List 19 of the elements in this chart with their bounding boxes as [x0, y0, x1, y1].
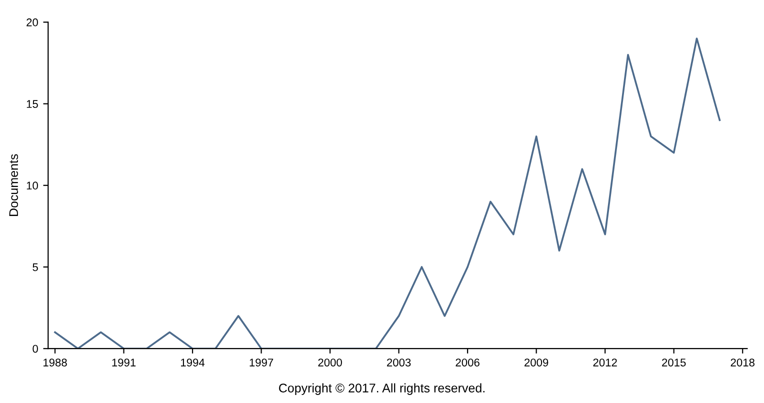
x-tick-label: 2000: [318, 358, 342, 366]
y-tick-label: 20: [26, 18, 38, 26]
y-tick-label: 15: [26, 100, 38, 108]
text: Copyright © 2017. All rights reserved.: [279, 383, 484, 395]
y-axis-title: Documents: [9, 154, 18, 216]
x-tick-label: 2018: [730, 358, 754, 366]
x-tick-label: 1991: [112, 358, 136, 366]
x-tick-label: 2009: [524, 358, 548, 366]
x-tick-label: 1997: [250, 358, 274, 366]
x-tick-label: 2006: [456, 358, 480, 366]
y-tick-label: 5: [32, 263, 38, 272]
line-series: [54, 38, 721, 349]
x-tick-label: 1988: [44, 358, 67, 366]
x-tick-label: 2003: [387, 358, 411, 366]
x-tick-label: 2012: [593, 358, 617, 366]
x-tick-label: 1994: [181, 358, 205, 366]
y-tick-label: 10: [26, 182, 38, 190]
y-tick-label: 0: [32, 344, 38, 353]
x-tick-label: 2015: [662, 358, 686, 366]
